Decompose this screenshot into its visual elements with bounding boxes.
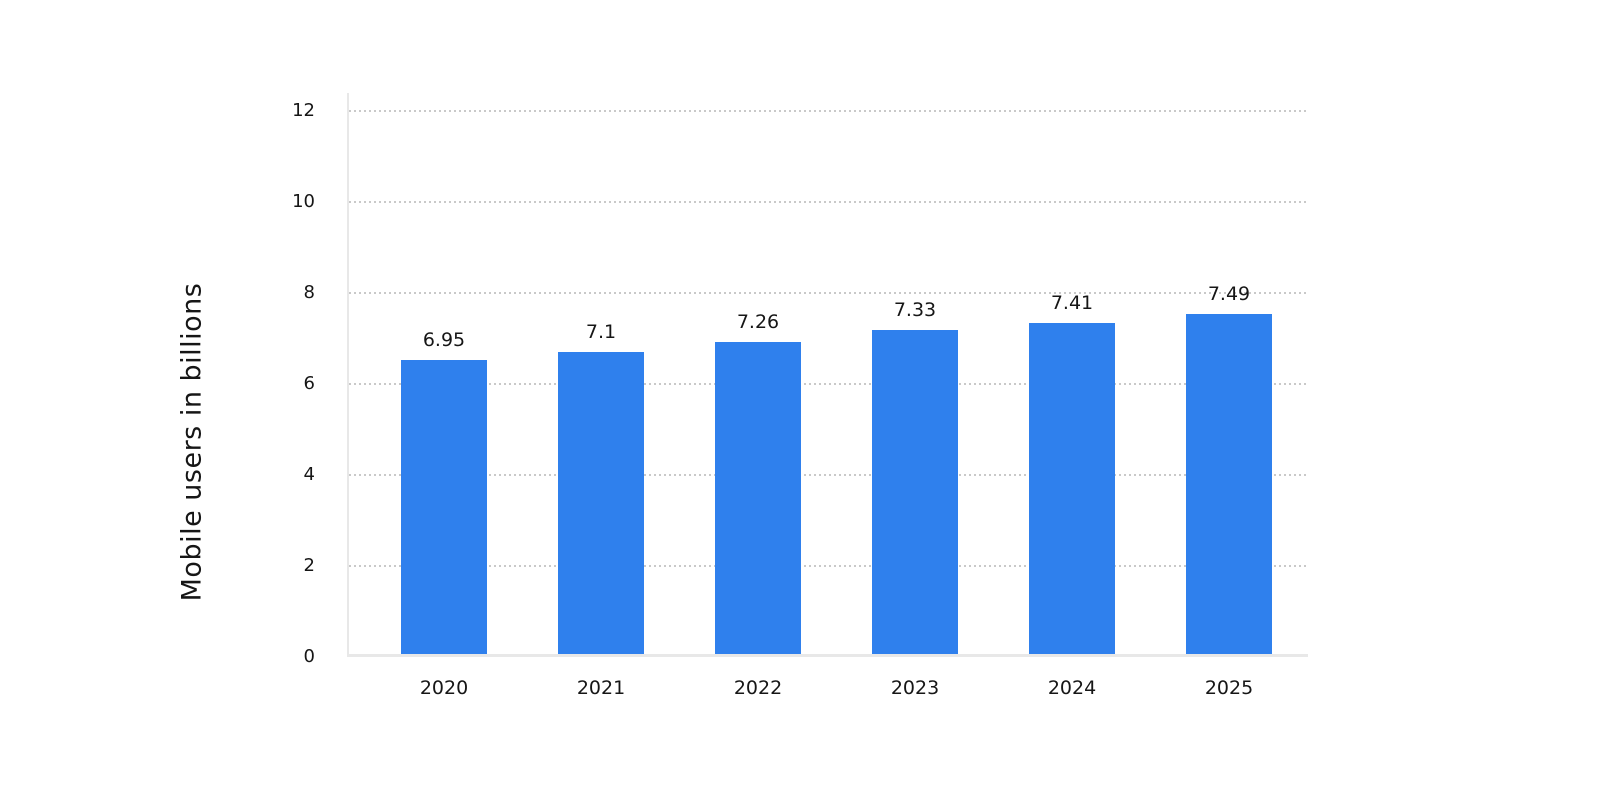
bar-value-label-2022: 7.26 [736, 311, 780, 333]
bar-2025 [1186, 314, 1272, 654]
bar-2023 [872, 330, 958, 654]
x-tick-label-2025: 2025 [1204, 677, 1254, 699]
x-tick-label-2020: 2020 [419, 677, 469, 699]
y-tick-label-0: 0 [303, 646, 315, 667]
bar-value-label-2025: 7.49 [1207, 283, 1251, 305]
y-tick-label-6: 6 [303, 373, 315, 394]
bar-value-label-2020: 6.95 [422, 329, 466, 351]
bar-2024 [1029, 323, 1115, 654]
x-tick-label-2024: 2024 [1047, 677, 1097, 699]
x-tick-label-2022: 2022 [733, 677, 783, 699]
x-tick-label-2023: 2023 [890, 677, 940, 699]
bar-2022 [715, 342, 801, 654]
bar-value-label-2023: 7.33 [893, 299, 937, 321]
bar-2021 [558, 352, 644, 654]
y-axis-line [347, 93, 349, 657]
gridline-y4 [349, 474, 1308, 476]
y-tick-label-8: 8 [303, 282, 315, 303]
gridline-y2 [349, 565, 1308, 567]
gridline-y10 [349, 201, 1308, 203]
y-tick-label-4: 4 [303, 464, 315, 485]
y-tick-label-12: 12 [292, 100, 315, 121]
gridline-y8 [349, 292, 1308, 294]
bar-value-label-2024: 7.41 [1050, 292, 1094, 314]
gridline-y6 [349, 383, 1308, 385]
y-tick-label-10: 10 [292, 191, 315, 212]
y-axis-title: Mobile users in billions [176, 282, 208, 602]
bar-value-label-2021: 7.1 [585, 321, 617, 343]
plot-area: 6.95 7.1 7.26 7.33 7.41 7.49 [347, 93, 1308, 657]
bar-2020 [401, 360, 487, 654]
x-axis-line [347, 654, 1308, 657]
gridline-y12 [349, 110, 1308, 112]
y-tick-label-2: 2 [303, 555, 315, 576]
x-tick-label-2021: 2021 [576, 677, 626, 699]
